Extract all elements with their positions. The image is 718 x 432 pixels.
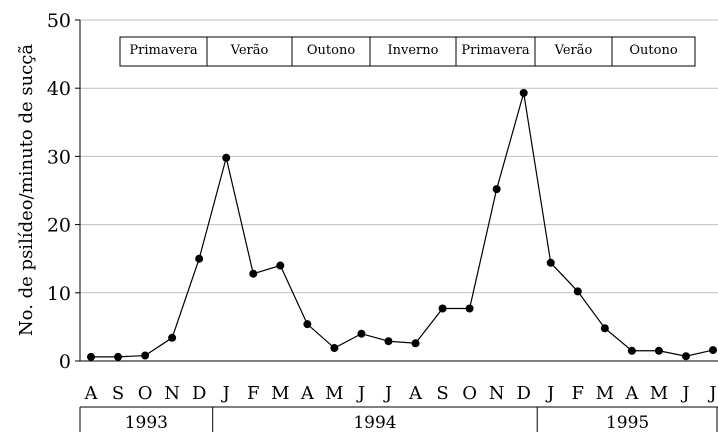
data-point [627, 346, 636, 355]
y-axis-label: No. de psilídeo/minuto de sucçã [16, 44, 37, 336]
x-tick-label: A [408, 383, 423, 404]
x-tick-label: M [271, 383, 289, 404]
y-tick-label: 40 [47, 78, 71, 100]
y-tick-label: 50 [47, 10, 71, 32]
data-point [357, 329, 366, 338]
data-point [114, 352, 123, 361]
data-point [195, 254, 204, 263]
season-label: Primavera [461, 43, 529, 58]
data-point [709, 346, 717, 355]
x-tick-label: O [462, 383, 477, 404]
data-point [222, 153, 231, 162]
season-label: Outono [629, 43, 677, 58]
y-tick-label: 30 [47, 146, 71, 168]
x-tick-label: M [596, 383, 614, 404]
data-point [249, 269, 258, 278]
data-point [492, 185, 501, 194]
data-point [438, 304, 447, 313]
x-tick-label: J [383, 383, 392, 404]
season-cell [611, 36, 696, 67]
data-point [519, 88, 528, 97]
season-legend: Primavera Verão Outono Inverno Primavera Verã… [119, 36, 696, 67]
data-point [411, 339, 420, 348]
y-tick-label: 10 [47, 283, 71, 305]
x-tick-label: J [221, 383, 230, 404]
x-tick-label: J [707, 383, 716, 404]
x-tick-label: J [356, 383, 365, 404]
data-point [276, 261, 285, 270]
season-cell [291, 36, 371, 67]
y-axis-ticks: 0 10 20 30 40 50 [47, 10, 718, 373]
x-tick-label: S [112, 383, 124, 404]
data-point [303, 320, 312, 329]
data-point [600, 324, 609, 333]
data-point [465, 304, 474, 313]
x-tick-label: F [572, 383, 585, 404]
data-point [546, 258, 555, 267]
x-tick-label: J [545, 383, 554, 404]
x-tick-label: J [680, 383, 689, 404]
season-cell [206, 36, 293, 67]
x-tick-label: D [192, 383, 206, 404]
season-label: Verão [554, 43, 593, 58]
data-point [168, 333, 177, 342]
y-tick-label: 20 [47, 215, 71, 237]
x-tick-label: M [325, 383, 343, 404]
x-tick-label: S [436, 383, 448, 404]
season-cell [369, 36, 457, 67]
season-cell [119, 36, 208, 67]
season-label: Verão [230, 43, 269, 58]
series-line [87, 88, 717, 361]
y-tick-label: 0 [59, 351, 71, 373]
x-tick-label: A [624, 383, 639, 404]
year-label: 1995 [606, 413, 649, 432]
year-label: 1994 [353, 413, 396, 432]
x-tick-label: N [164, 383, 180, 404]
data-point [573, 287, 582, 296]
data-point [384, 337, 393, 346]
season-cell [455, 36, 536, 67]
x-tick-label: A [300, 383, 315, 404]
x-tick-label: D [516, 383, 530, 404]
season-cell [534, 36, 613, 67]
season-label: Outono [307, 43, 355, 58]
series-line-path [91, 92, 714, 358]
data-point [654, 346, 663, 355]
season-label: Inverno [388, 43, 439, 58]
data-point [141, 351, 150, 360]
year-axis: 1993 1994 1995 [79, 406, 718, 432]
x-tick-label: M [650, 383, 668, 404]
data-point [330, 344, 339, 353]
year-label: 1993 [125, 413, 168, 432]
x-tick-label: N [489, 383, 505, 404]
x-tick-label: O [138, 383, 153, 404]
x-tick-label: F [247, 383, 260, 404]
data-point [87, 352, 95, 361]
season-label: Primavera [129, 43, 197, 58]
gridlines [80, 19, 718, 294]
x-tick-label: A [84, 383, 99, 404]
data-point [681, 352, 690, 361]
